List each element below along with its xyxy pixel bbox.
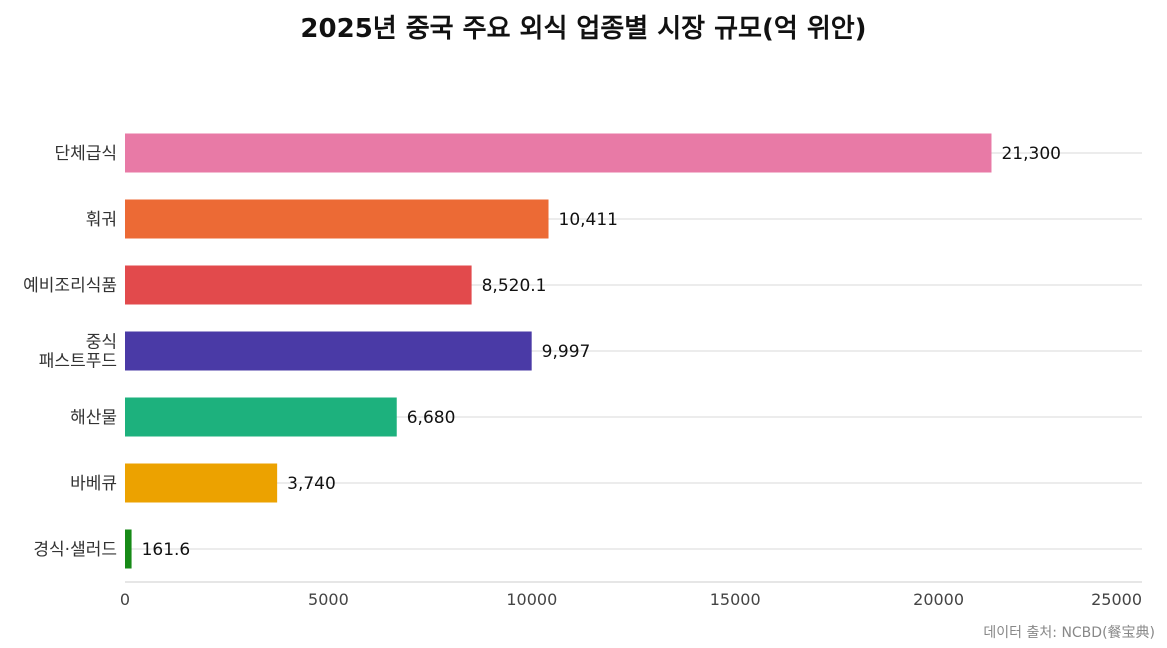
x-tick-label: 0	[120, 590, 130, 609]
x-tick-label: 20000	[913, 590, 964, 609]
category-label: 경식·샐러드	[33, 540, 117, 560]
bar	[125, 397, 397, 437]
bar	[125, 463, 278, 503]
chart-title: 2025년 중국 주요 외식 업종별 시장 규모(억 위안)	[300, 14, 867, 44]
bar	[125, 265, 472, 305]
x-tick-label: 15000	[710, 590, 761, 609]
category-label: 단체급식	[54, 144, 117, 164]
bar	[125, 529, 132, 569]
category-label: 예비조리식품	[23, 276, 117, 296]
bar	[125, 199, 549, 239]
source-note: 데이터 출처: NCBD(餐宝典)	[983, 625, 1155, 641]
category-label: 훠궈	[86, 210, 117, 230]
data-label: 10,411	[559, 210, 618, 230]
data-label: 8,520.1	[482, 276, 547, 296]
x-tick-label: 25000	[1091, 590, 1142, 609]
x-tick-label: 10000	[506, 590, 557, 609]
bar	[125, 133, 992, 173]
data-label: 9,997	[542, 342, 591, 362]
category-label: 패스트푸드	[39, 352, 117, 372]
data-label: 21,300	[1001, 144, 1060, 164]
data-label: 161.6	[142, 540, 191, 560]
data-label: 3,740	[287, 474, 336, 494]
category-label: 바베큐	[70, 474, 117, 494]
x-tick-label: 5000	[308, 590, 349, 609]
data-label: 6,680	[407, 408, 456, 428]
category-label: 중식	[86, 333, 117, 353]
category-label: 해산물	[70, 408, 117, 428]
bar	[125, 331, 532, 371]
